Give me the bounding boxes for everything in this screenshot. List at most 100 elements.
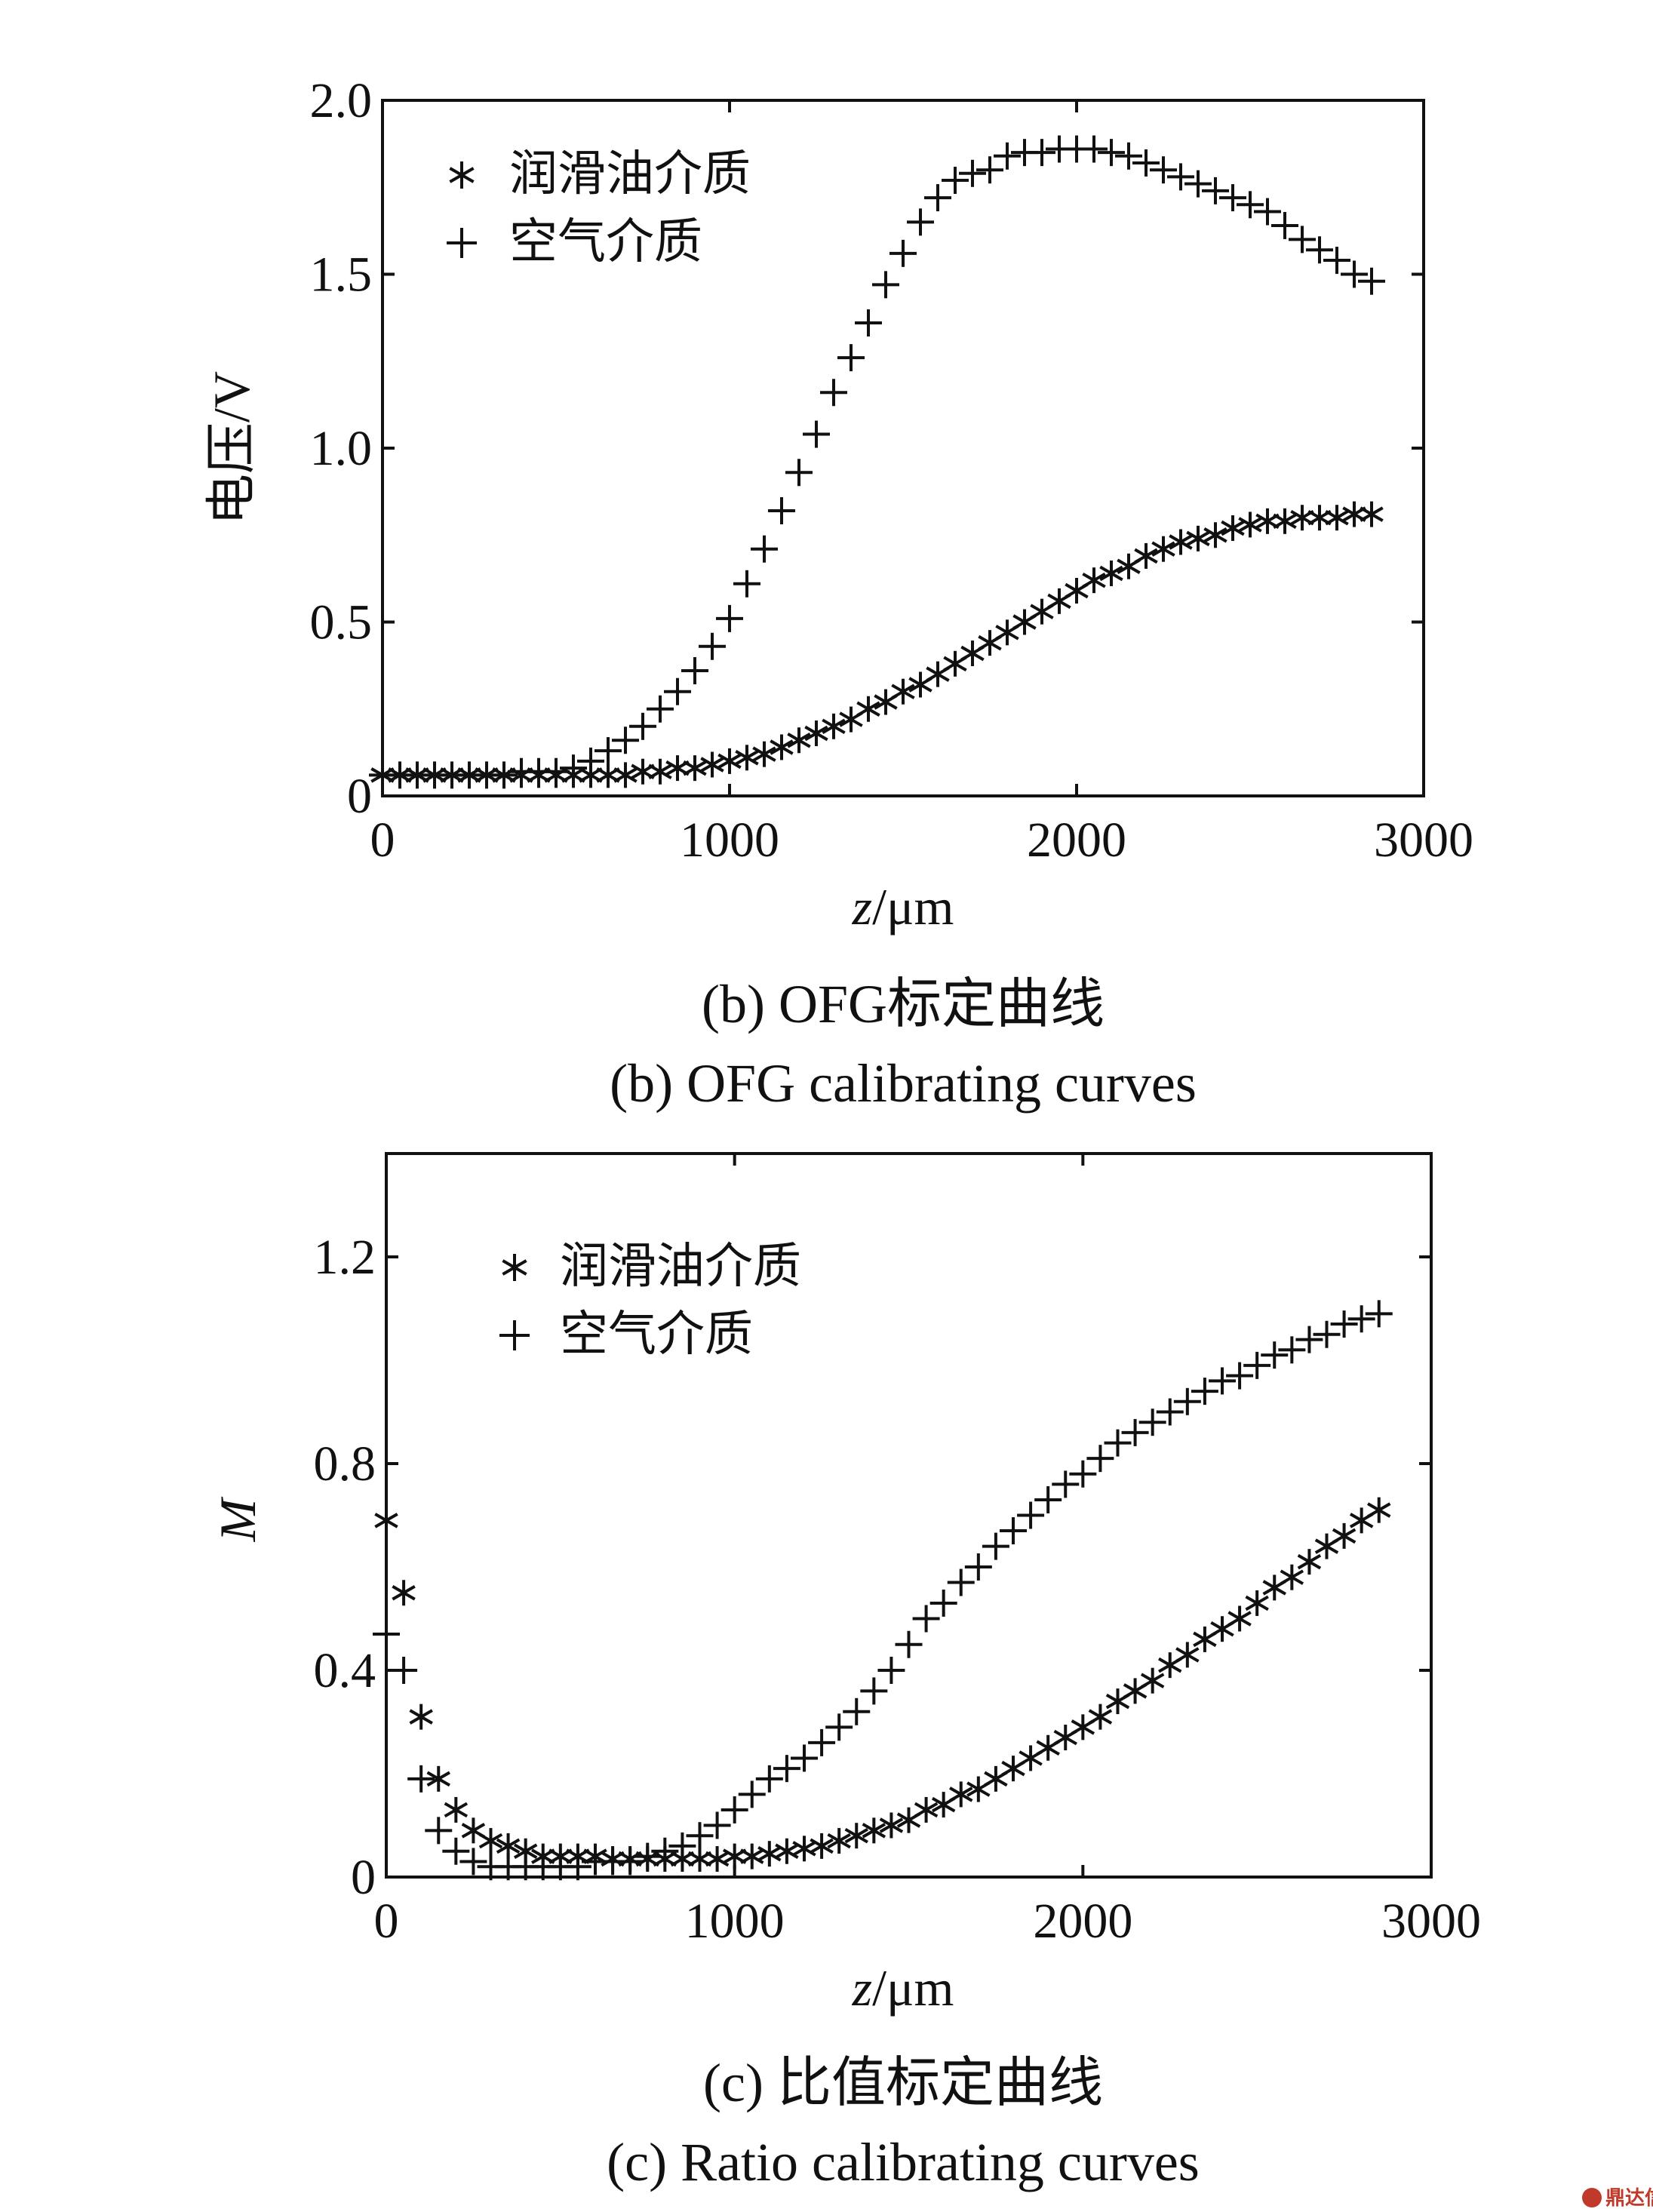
data-point-plus [716, 604, 743, 632]
data-point-plus [459, 1848, 487, 1876]
data-point-plus [825, 1713, 853, 1741]
data-point-plus [1295, 1326, 1323, 1353]
data-point-plus [425, 1817, 453, 1845]
y-tick-label: 0.4 [314, 1643, 376, 1698]
y-tick-label: 0 [351, 1850, 376, 1905]
data-point-asterisk [1175, 1642, 1200, 1668]
caption-en-c: (c) Ratio calibrating curves [607, 2132, 1200, 2192]
data-point-plus [1167, 163, 1194, 191]
data-point-asterisk [1332, 1522, 1357, 1549]
data-point-asterisk [862, 1817, 886, 1844]
data-point-plus [738, 1780, 766, 1808]
data-point-asterisk [787, 727, 811, 754]
legend-asterisk-icon [449, 161, 475, 189]
data-point-plus [681, 657, 708, 685]
data-point-asterisk [1221, 515, 1245, 542]
y-tick-label: 0.8 [314, 1436, 376, 1492]
data-point-plus [1069, 1460, 1097, 1488]
plot-frame-c [385, 1152, 1433, 1879]
data-point-plus [1184, 170, 1212, 198]
data-point-plus [889, 239, 917, 267]
data-point-plus [651, 1837, 679, 1865]
data-point-plus [843, 1697, 871, 1725]
x-tick-label: 3000 [1381, 1894, 1481, 1949]
data-point-plus [1323, 247, 1350, 275]
data-point-plus [1150, 156, 1177, 184]
data-point-asterisk [1186, 525, 1210, 551]
x-axis-unit-c: /μm [872, 1959, 954, 2017]
data-point-plus [1132, 149, 1160, 177]
legend-asterisk-icon [502, 1254, 527, 1281]
data-point-plus [1341, 260, 1368, 288]
data-point-asterisk [879, 1812, 904, 1839]
x-axis-title-c: z/μm [852, 1959, 954, 2017]
data-point-plus [929, 1589, 957, 1617]
series-group-c [373, 1300, 1393, 1881]
data-point-plus [947, 1568, 975, 1596]
data-point-plus [373, 1621, 400, 1648]
data-point-asterisk [478, 1828, 503, 1854]
legend-plus-icon [447, 228, 477, 258]
data-point-plus [964, 1553, 992, 1581]
data-point-plus [1219, 184, 1246, 212]
data-point-asterisk [1030, 598, 1054, 625]
series-lubricant [374, 1497, 1391, 1873]
data-point-plus [785, 459, 813, 487]
data-point-plus [733, 570, 760, 598]
y-ticks-c: 0 0.4 0.8 1.2 [314, 1230, 1431, 1905]
data-point-plus [1017, 1501, 1045, 1529]
data-point-plus [1237, 191, 1264, 219]
data-point-plus [542, 757, 570, 785]
data-point-plus [1115, 142, 1142, 170]
data-point-plus [1086, 1445, 1114, 1473]
data-point-plus [820, 379, 847, 407]
y-tick-label: 0 [347, 769, 372, 824]
data-point-plus [755, 1765, 783, 1793]
data-point-asterisk [960, 640, 985, 666]
data-point-asterisk [1140, 1667, 1165, 1694]
data-point-plus [564, 1853, 591, 1881]
data-point-plus [612, 727, 639, 754]
data-point-asterisk [1325, 505, 1349, 531]
data-point-asterisk [1036, 1734, 1060, 1761]
data-point-asterisk [596, 762, 620, 788]
legend-label-air-b: 空气介质 [509, 215, 702, 269]
x-axis-unit-b: /μm [872, 878, 954, 935]
data-point-plus [1098, 139, 1125, 167]
data-point-asterisk [392, 1580, 416, 1606]
data-point-plus [1104, 1429, 1132, 1457]
data-point-plus [942, 167, 969, 195]
data-point-asterisk [1210, 1616, 1234, 1642]
data-point-asterisk [949, 1781, 973, 1808]
legend-label-lube-b: 润滑油介质 [509, 147, 751, 201]
series-lubricant [370, 501, 1384, 788]
y-axis-title-b: 电压/V [203, 371, 260, 525]
data-point-asterisk [1001, 1756, 1025, 1782]
data-point-plus [703, 1811, 731, 1839]
y-tick-label: 1.5 [310, 247, 373, 303]
data-point-asterisk [1169, 529, 1193, 555]
x-tick-label: 1000 [685, 1894, 785, 1949]
data-point-plus [1173, 1387, 1201, 1415]
caption-cn-b: (b) OFG标定曲线 [702, 974, 1105, 1034]
data-point-plus [1330, 1310, 1358, 1338]
x-tick-label: 3000 [1374, 813, 1473, 868]
data-point-plus [751, 535, 778, 563]
data-point-plus [773, 1755, 800, 1783]
data-point-asterisk [1280, 1564, 1304, 1590]
data-point-asterisk [1065, 578, 1089, 604]
y-ticks-b: 0 0.5 1.0 1.5 2.0 [310, 73, 1424, 824]
data-point-plus [1034, 1485, 1062, 1513]
data-point-plus [895, 1630, 923, 1658]
data-point-asterisk [1238, 512, 1262, 538]
data-point-plus [912, 1605, 940, 1633]
data-point-asterisk [822, 713, 846, 739]
data-point-asterisk [687, 1846, 712, 1873]
data-point-plus [647, 695, 674, 723]
data-point-asterisk [804, 720, 828, 747]
data-point-asterisk [914, 1796, 939, 1823]
data-point-asterisk [810, 1833, 834, 1859]
data-point-asterisk [1047, 588, 1071, 614]
data-point-plus [407, 1765, 435, 1793]
x-tick-label: 2000 [1033, 1894, 1132, 1949]
